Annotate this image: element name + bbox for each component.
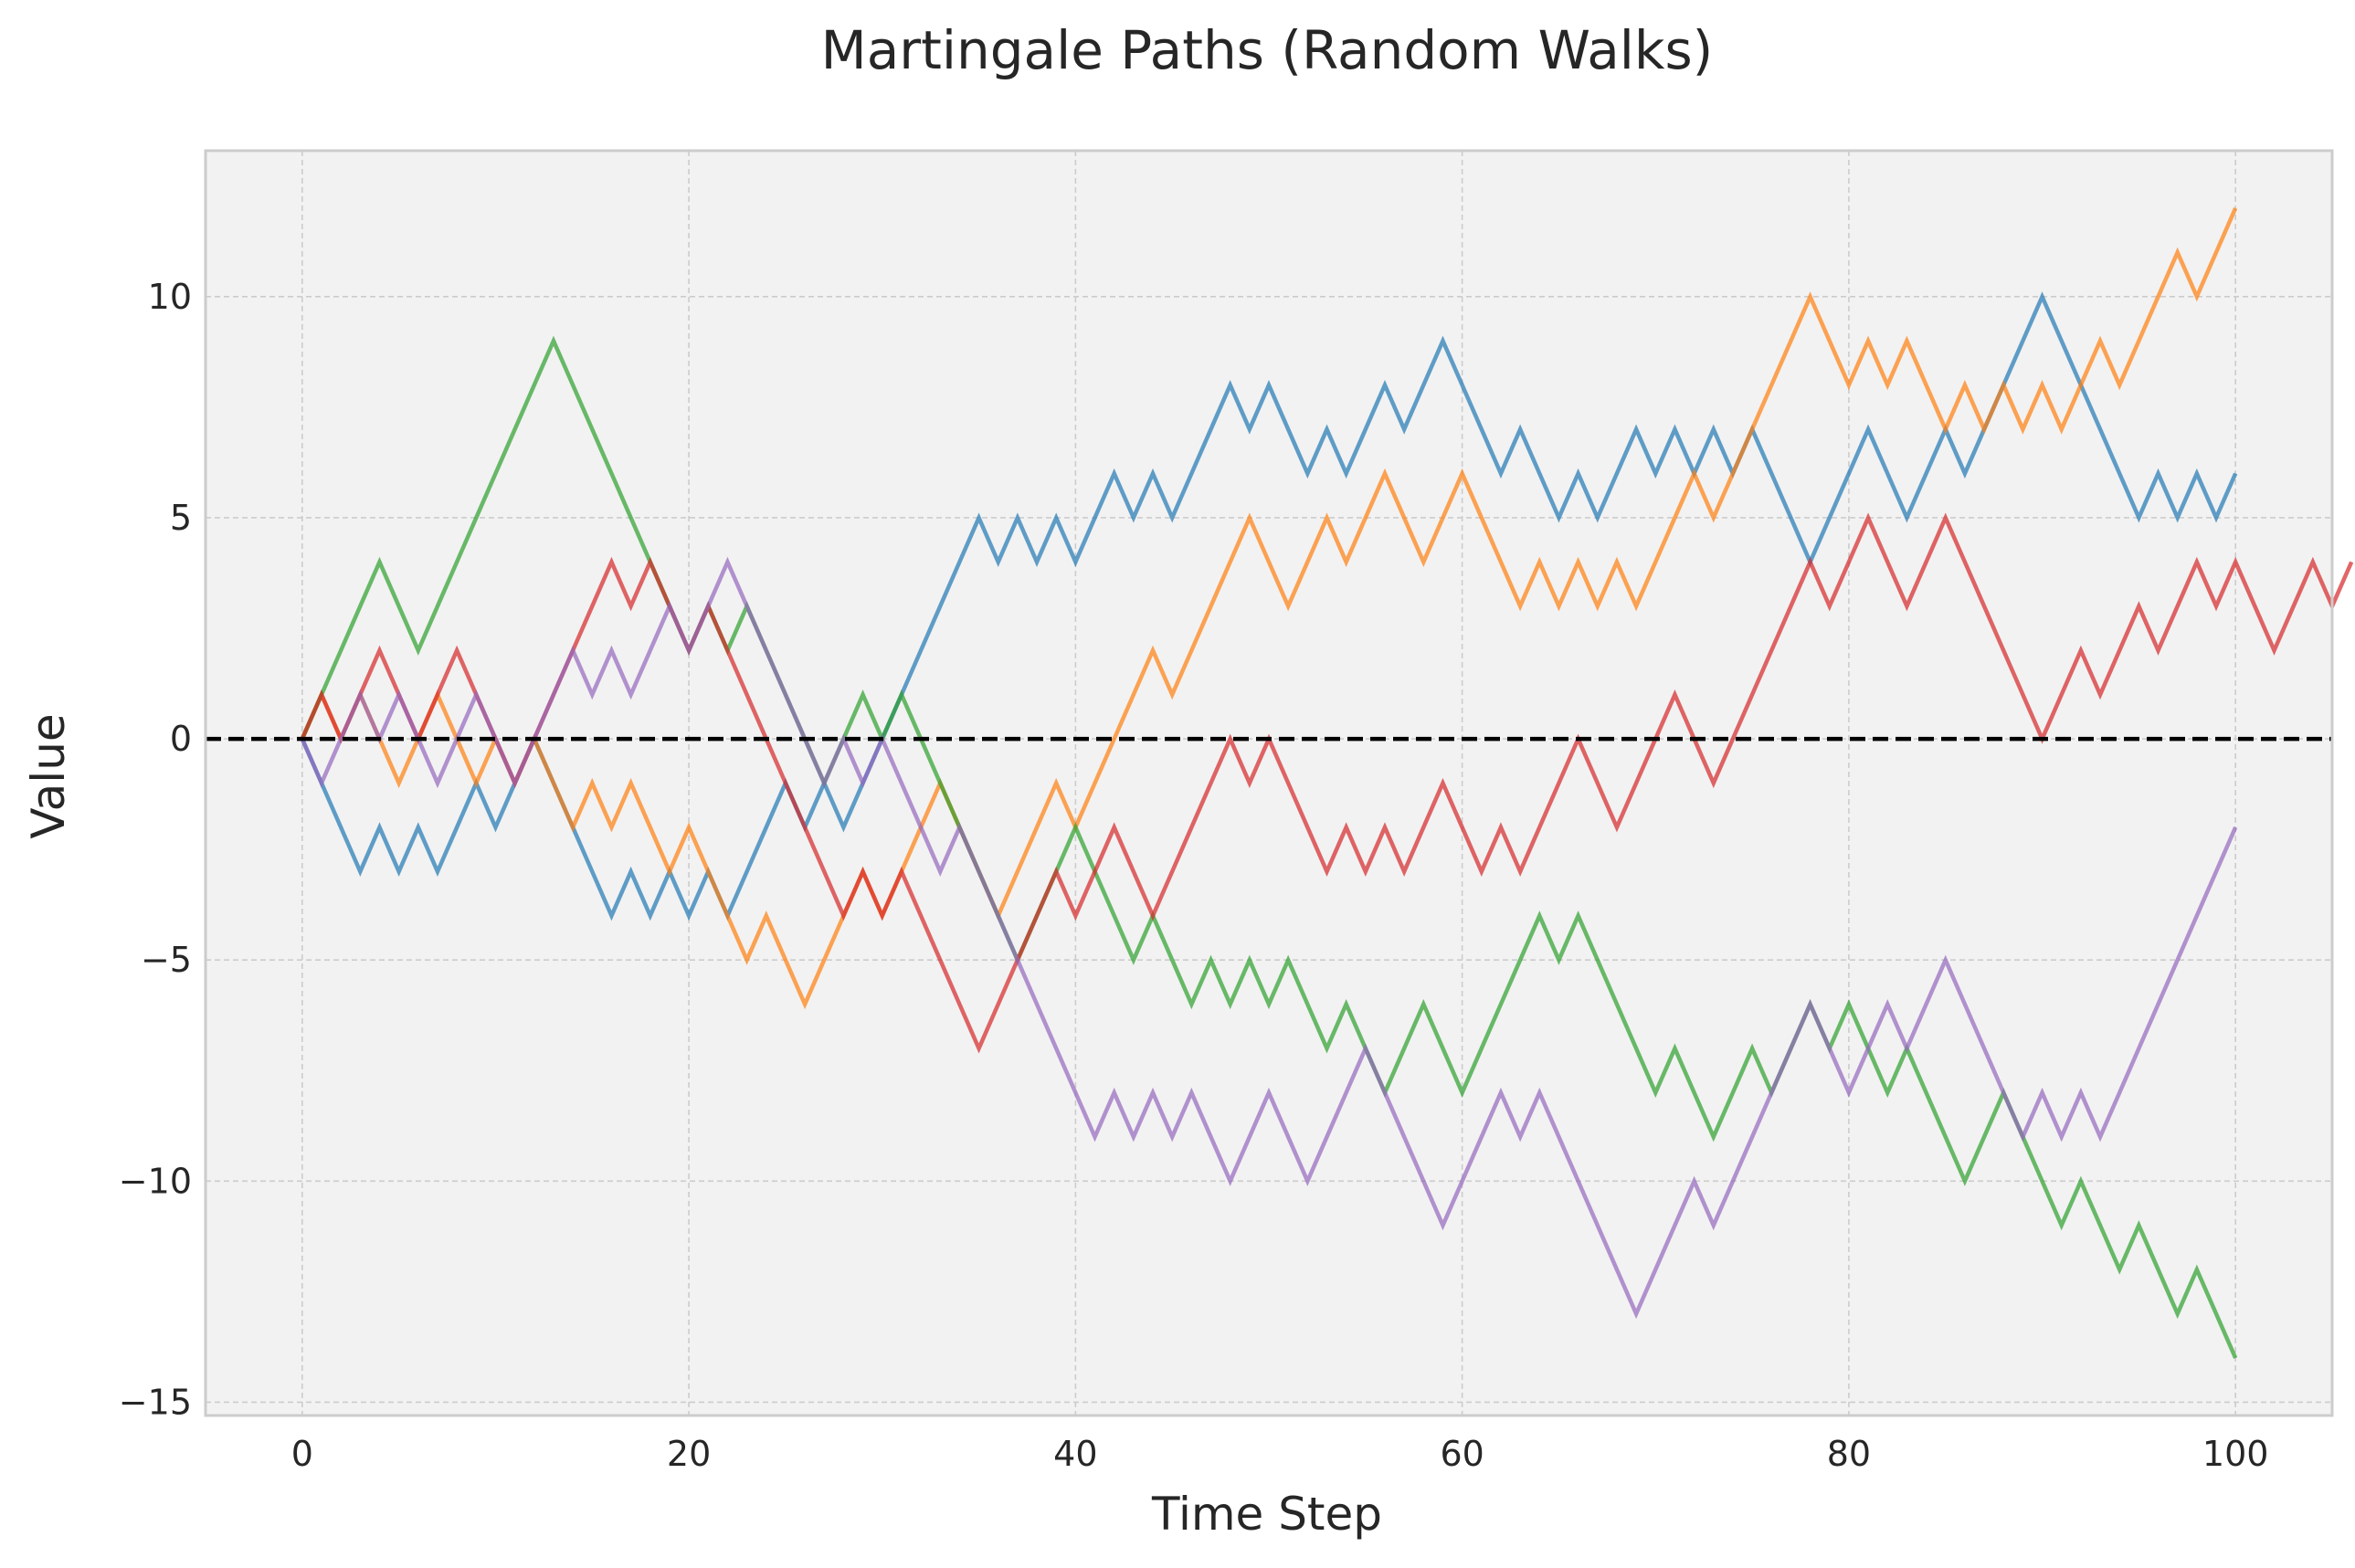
series-line-2 — [300, 207, 2238, 1010]
chart-title: Martingale Paths (Random Walks) — [821, 19, 1714, 81]
x-tick-label: 100 — [2202, 1434, 2269, 1474]
series-line-1 — [300, 291, 2238, 921]
series-lines — [300, 207, 2354, 1359]
series-line-4 — [300, 512, 2354, 1054]
series-line-3 — [300, 335, 2238, 1359]
y-tick-label: 5 — [170, 498, 192, 538]
y-tick-label: −5 — [141, 940, 192, 980]
x-tick-labels: 0 20 40 60 80 100 — [291, 1434, 2269, 1474]
y-axis-label: Value — [22, 713, 75, 838]
y-tick-label: 0 — [170, 719, 192, 759]
x-tick-label: 60 — [1440, 1434, 1484, 1474]
x-tick-label: 0 — [291, 1434, 313, 1474]
plot-area — [206, 151, 2332, 1415]
x-axis-label: Time Step — [1151, 1488, 1382, 1541]
y-tick-label: 10 — [148, 277, 192, 317]
y-tick-label: −15 — [119, 1382, 192, 1422]
x-tick-label: 20 — [667, 1434, 711, 1474]
y-tick-labels: −15 −10 −5 0 5 10 — [119, 277, 192, 1423]
x-tick-label: 80 — [1827, 1434, 1871, 1474]
y-tick-label: −10 — [119, 1161, 192, 1201]
x-tick-label: 40 — [1053, 1434, 1097, 1474]
plot-frame — [204, 149, 2334, 1417]
series-line-5 — [300, 556, 2238, 1320]
